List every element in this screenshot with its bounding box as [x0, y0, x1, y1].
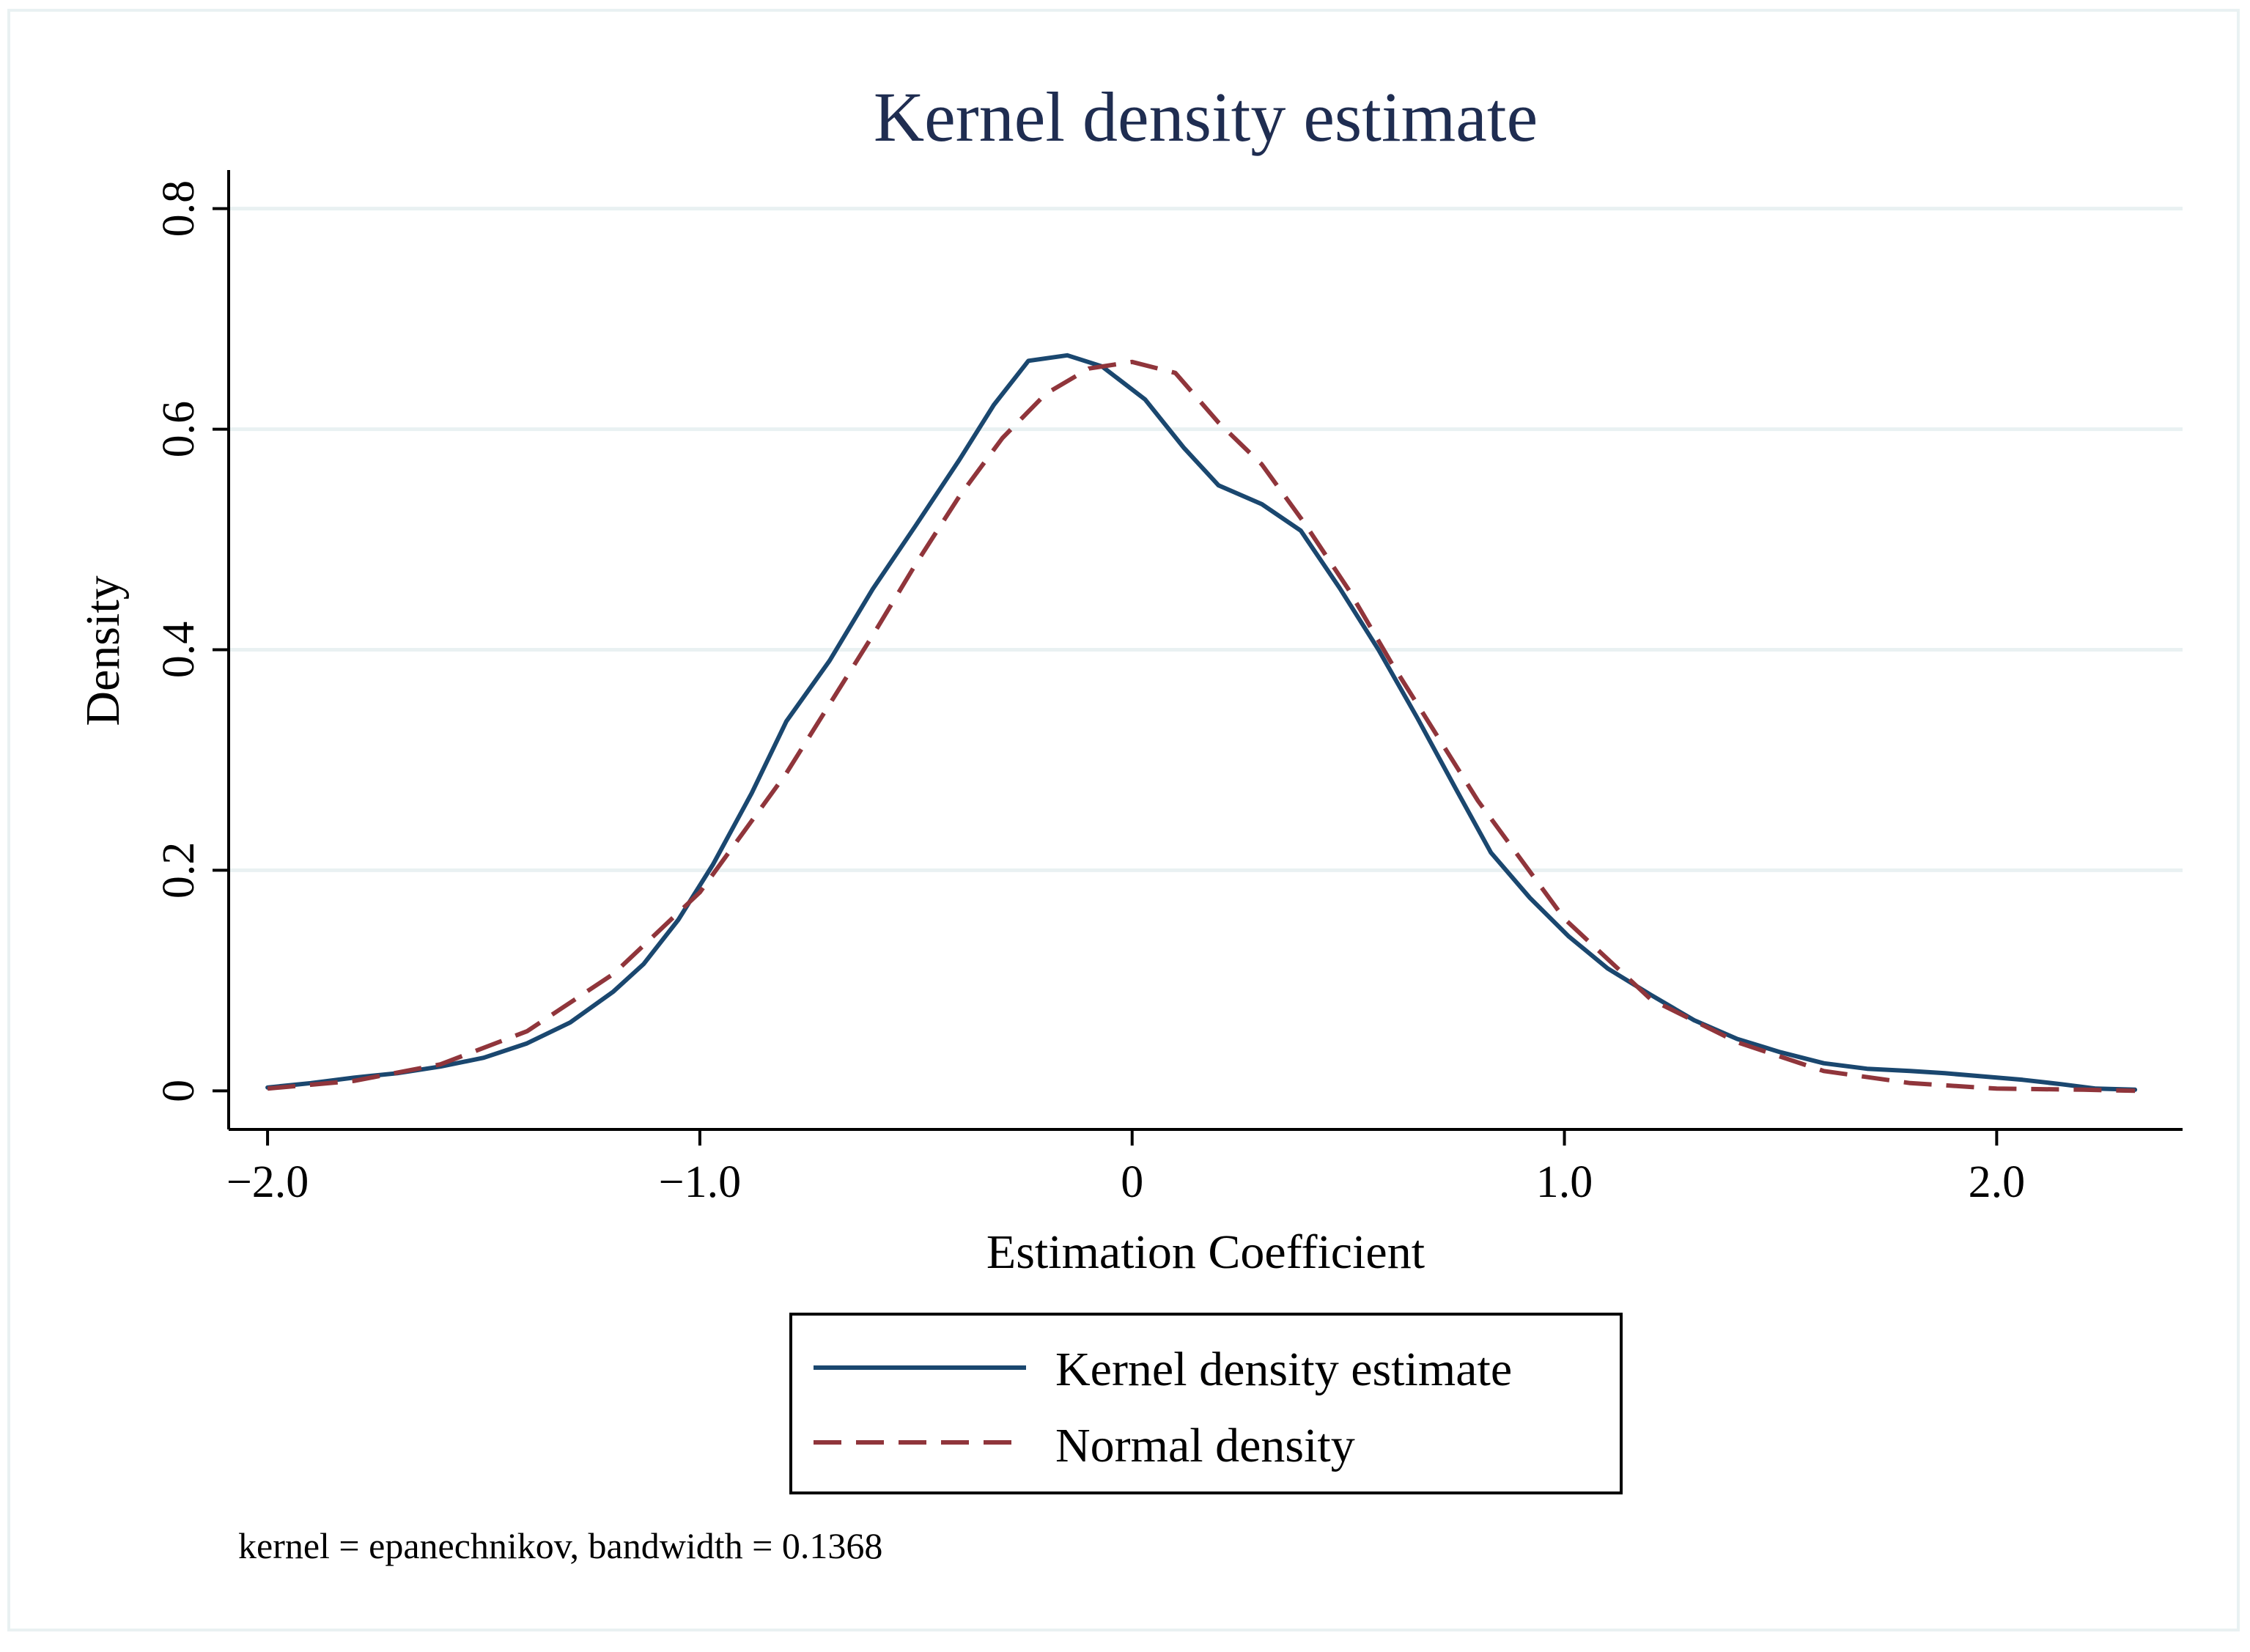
chart-title: Kernel density estimate	[874, 78, 1538, 156]
normal-density-line	[267, 359, 2136, 1094]
grid-lines	[229, 207, 2183, 872]
y-tick-label: 0.4	[154, 622, 204, 679]
x-tick-label: 1.0	[1536, 1157, 1593, 1207]
axis-ticks: 0 0.2 0.4 0.6 0.8 −2.0 −1.0 0 1.0 2.0	[154, 180, 2025, 1207]
kernel-density-line	[265, 353, 2138, 1092]
legend-box	[789, 1313, 1623, 1494]
chart-frame	[7, 9, 2240, 1631]
y-axis-title: Density	[76, 575, 130, 726]
x-tick-label: −1.0	[659, 1157, 741, 1207]
y-tick-label: 0	[154, 1080, 204, 1102]
x-tick-label: 2.0	[1969, 1157, 2026, 1207]
y-tick-label: 0.2	[154, 842, 204, 899]
x-axis-title: Estimation Coefficient	[986, 1225, 1425, 1279]
legend-kernel-label: Kernel density estimate	[1055, 1343, 1512, 1396]
legend: Kernel density estimate Normal density	[789, 1313, 1623, 1494]
kernel-note: kernel = epanechnikov, bandwidth = 0.136…	[238, 1525, 882, 1566]
y-tick-label: 0.8	[154, 180, 204, 237]
y-tick-label: 0.6	[154, 401, 204, 458]
plot-area	[265, 353, 2138, 1094]
legend-normal-label: Normal density	[1055, 1419, 1355, 1472]
x-tick-label: −2.0	[226, 1157, 309, 1207]
x-tick-label: 0	[1121, 1157, 1143, 1207]
